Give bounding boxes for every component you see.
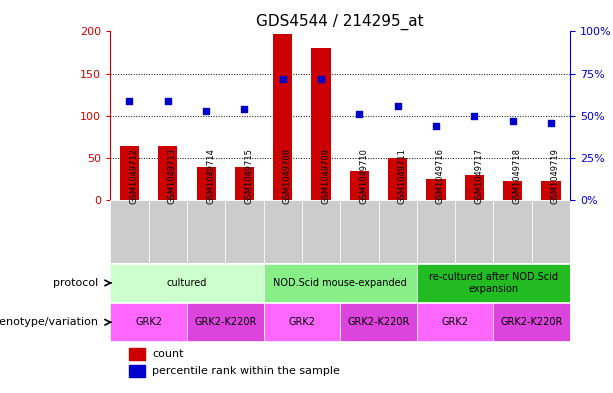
Text: GSM1049712: GSM1049712 <box>129 148 139 204</box>
Bar <box>503 181 522 200</box>
Bar <box>340 200 378 263</box>
Bar <box>110 303 187 341</box>
Text: percentile rank within the sample: percentile rank within the sample <box>153 366 340 376</box>
Bar <box>264 264 417 302</box>
Point <box>546 119 556 126</box>
Bar <box>340 303 417 341</box>
Text: count: count <box>153 349 184 359</box>
Text: GRK2-K220R: GRK2-K220R <box>348 317 409 327</box>
Bar <box>187 303 264 341</box>
Bar <box>493 303 570 341</box>
Text: GRK2: GRK2 <box>135 317 162 327</box>
Text: GSM1049719: GSM1049719 <box>551 148 560 204</box>
Bar <box>302 200 340 263</box>
Bar <box>388 158 407 200</box>
Bar <box>148 200 187 263</box>
Bar <box>417 264 570 302</box>
Bar <box>197 167 216 200</box>
Text: GSM1049709: GSM1049709 <box>321 148 330 204</box>
Bar <box>187 200 226 263</box>
Point <box>278 75 287 82</box>
Text: GSM1049715: GSM1049715 <box>245 148 253 204</box>
Bar <box>455 200 493 263</box>
Text: GSM1049710: GSM1049710 <box>359 148 368 204</box>
Bar <box>417 200 455 263</box>
Bar <box>465 175 484 200</box>
Text: cultured: cultured <box>167 278 207 288</box>
Bar <box>493 200 531 263</box>
Bar <box>120 145 139 200</box>
Bar <box>129 365 145 377</box>
Text: re-cultured after NOD.Scid
expansion: re-cultured after NOD.Scid expansion <box>429 272 558 294</box>
Bar <box>264 200 302 263</box>
Text: GSM1049716: GSM1049716 <box>436 148 445 204</box>
Text: GSM1049708: GSM1049708 <box>283 148 292 204</box>
Bar <box>158 145 177 200</box>
Bar <box>110 200 148 263</box>
Point <box>124 97 134 104</box>
Bar <box>531 200 570 263</box>
Text: GSM1049714: GSM1049714 <box>206 148 215 204</box>
Bar <box>417 303 493 341</box>
Bar <box>110 264 264 302</box>
Point <box>508 118 517 124</box>
Bar <box>264 303 340 341</box>
Text: GSM1049711: GSM1049711 <box>398 148 406 204</box>
Point <box>470 113 479 119</box>
Point <box>240 106 249 112</box>
Title: GDS4544 / 214295_at: GDS4544 / 214295_at <box>256 14 424 30</box>
Point <box>354 111 364 118</box>
Text: GRK2-K220R: GRK2-K220R <box>194 317 256 327</box>
Point <box>431 123 441 129</box>
Point <box>393 103 403 109</box>
Bar <box>226 200 264 263</box>
Text: NOD.Scid mouse-expanded: NOD.Scid mouse-expanded <box>273 278 407 288</box>
Text: GSM1049717: GSM1049717 <box>474 148 483 204</box>
Bar <box>235 167 254 200</box>
Bar <box>129 348 145 360</box>
Text: genotype/variation: genotype/variation <box>0 317 98 327</box>
Bar <box>273 34 292 200</box>
Bar <box>311 48 330 200</box>
Point <box>163 97 173 104</box>
Bar <box>427 179 446 200</box>
Bar <box>350 171 369 200</box>
Text: GRK2: GRK2 <box>288 317 316 327</box>
Bar <box>541 181 560 200</box>
Point <box>201 108 211 114</box>
Point <box>316 75 326 82</box>
Text: GSM1049718: GSM1049718 <box>512 148 522 204</box>
Text: GSM1049713: GSM1049713 <box>168 148 177 204</box>
Text: protocol: protocol <box>53 278 98 288</box>
Bar <box>378 200 417 263</box>
Text: GRK2: GRK2 <box>441 317 469 327</box>
Text: GRK2-K220R: GRK2-K220R <box>501 317 563 327</box>
